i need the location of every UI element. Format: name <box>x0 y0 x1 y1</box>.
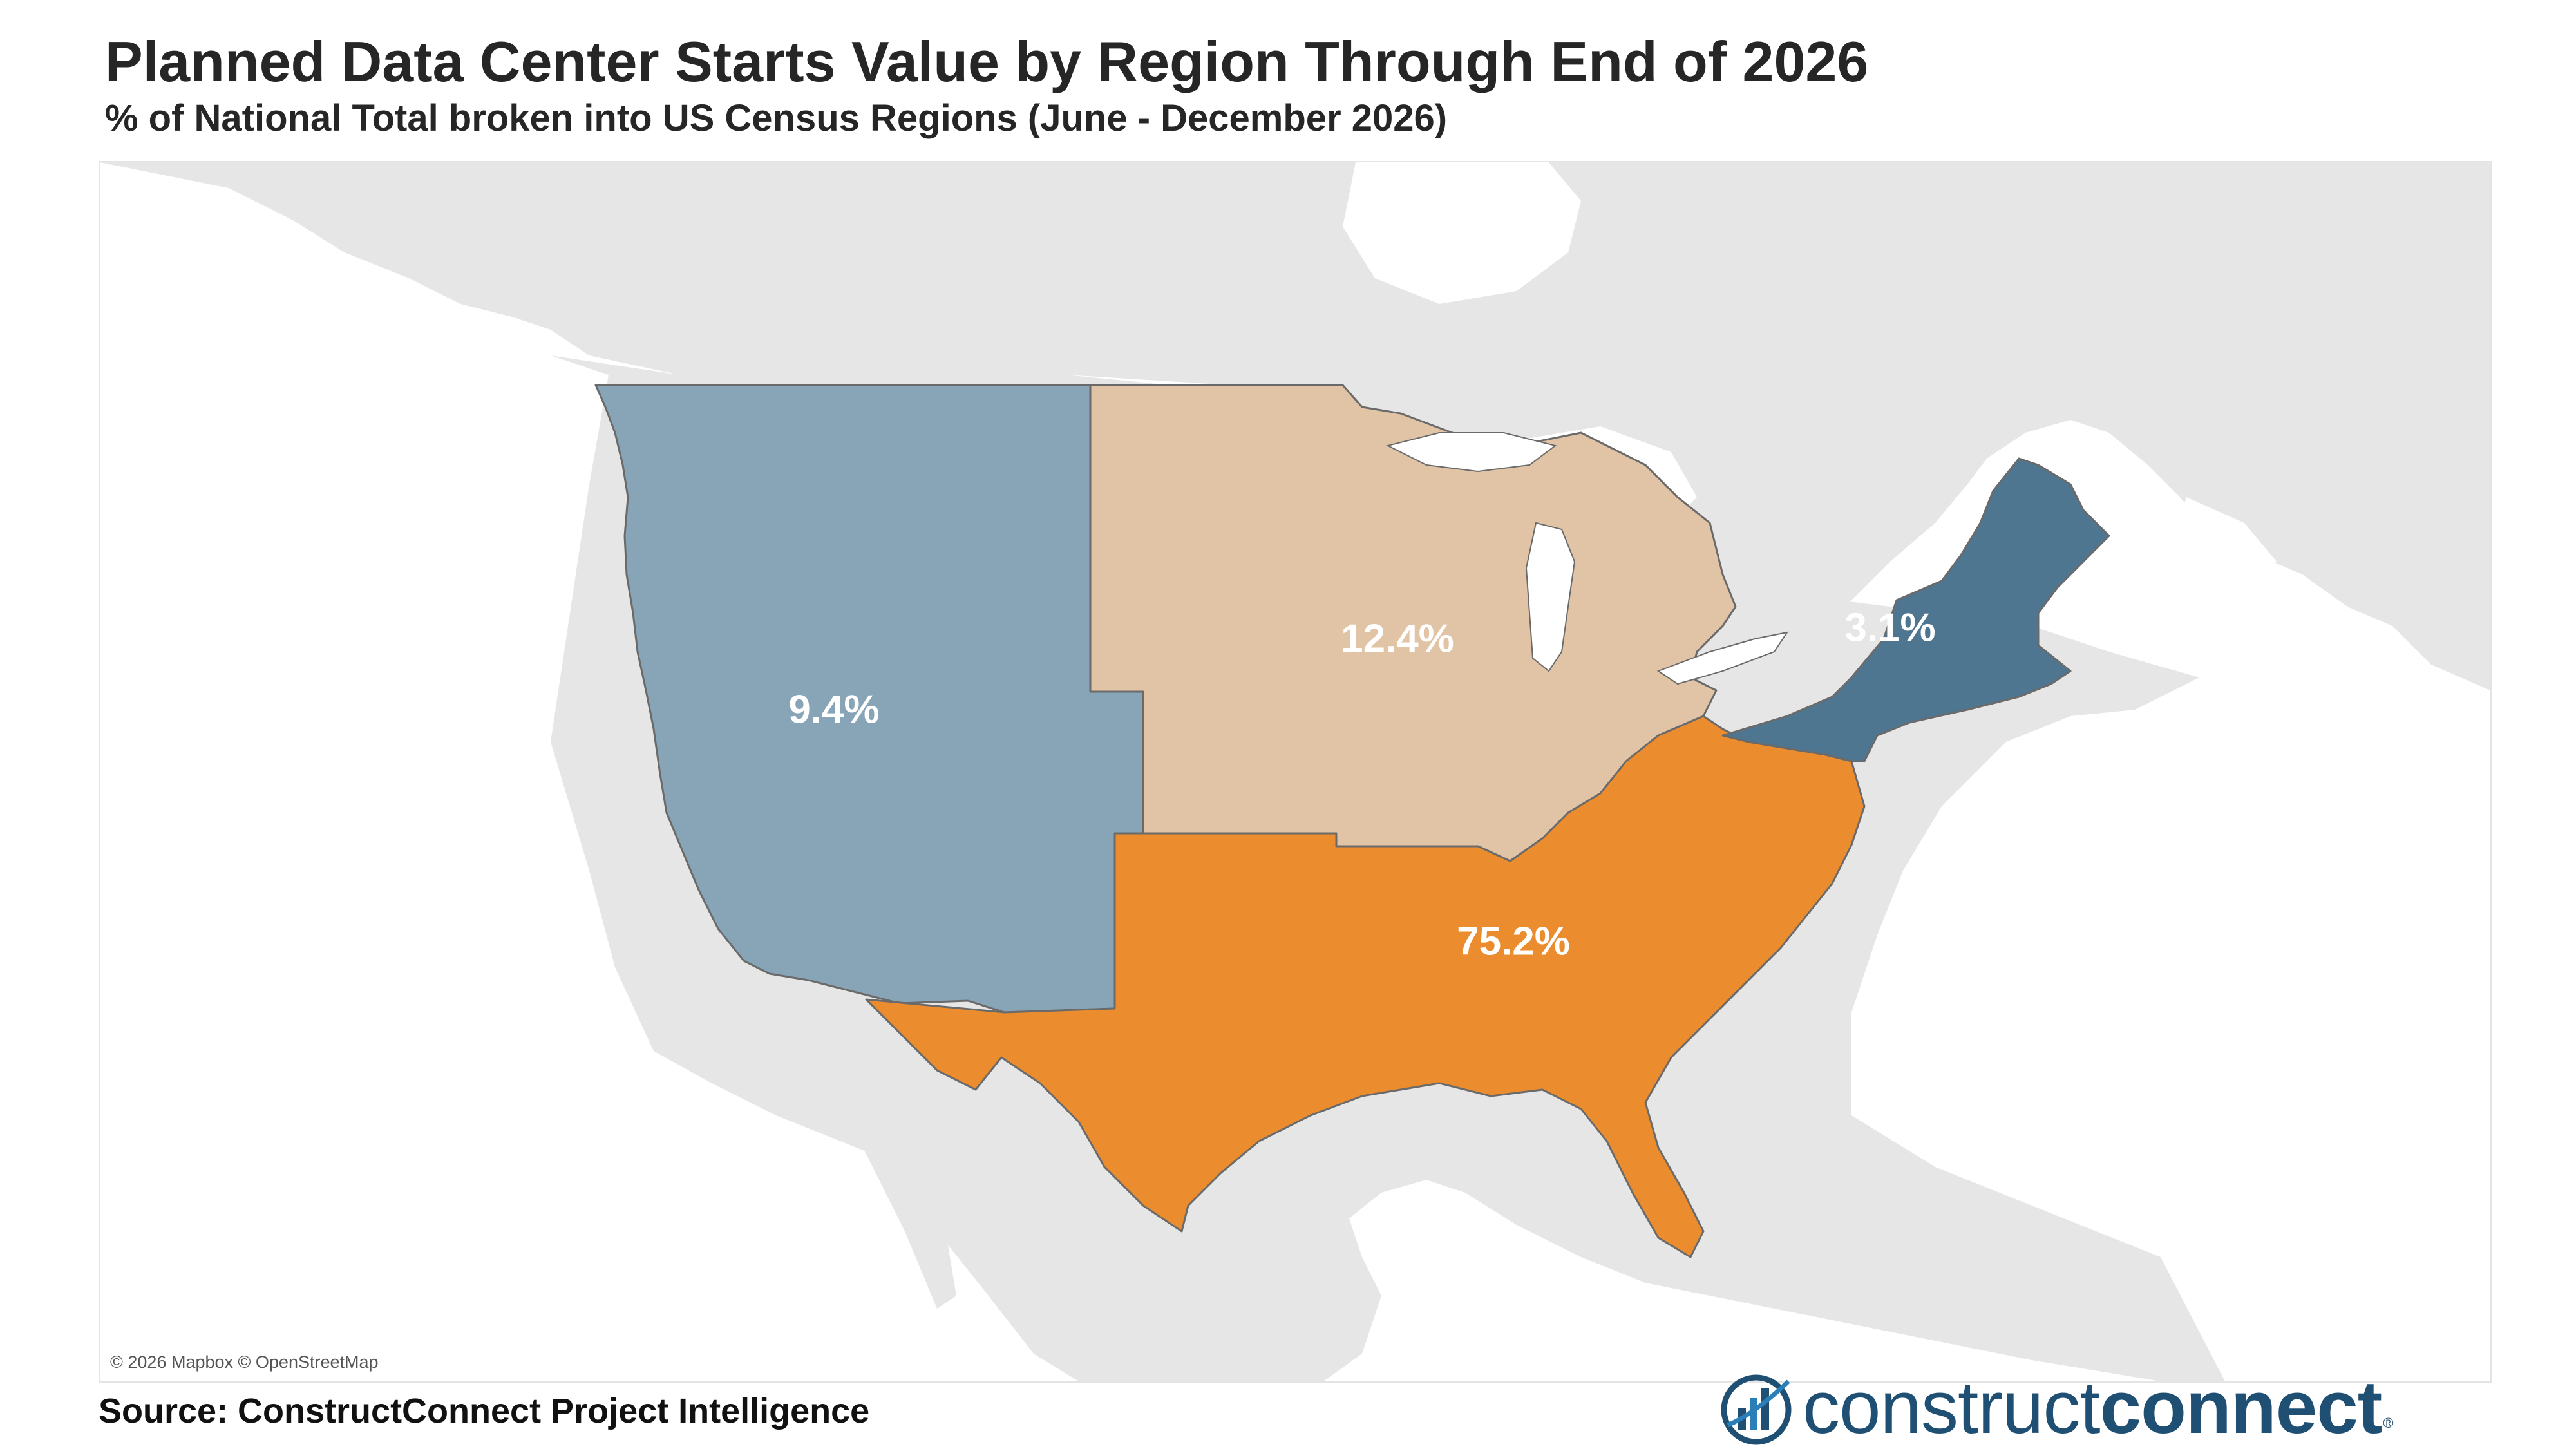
label-midwest: 12.4% <box>1341 616 1454 661</box>
logo-mark-icon <box>1721 1374 1792 1445</box>
lake-michigan <box>1525 522 1576 672</box>
label-northeast: 3.1% <box>1844 605 1936 650</box>
logo-word-light: construct <box>1803 1365 2101 1449</box>
basemap-greenland <box>2322 162 2490 304</box>
label-south: 75.2% <box>1457 919 1570 964</box>
basemap-cuba <box>1697 1225 1967 1309</box>
map-canvas[interactable]: 9.4% 12.4% 75.2% 3.1% © 2026 Mapbox © Op… <box>99 161 2492 1383</box>
basemap-canada <box>100 162 2490 690</box>
census-regions <box>594 384 2110 1258</box>
basemap-gulf-st-lawrence <box>2174 497 2277 587</box>
basemap-hispaniola <box>2032 1302 2135 1334</box>
region-northeast[interactable] <box>1721 457 2110 762</box>
logo-wordmark: constructconnect <box>1803 1370 2382 1444</box>
constructconnect-logo: constructconnect ® <box>1716 1368 2394 1446</box>
map-svg <box>100 162 2490 1381</box>
chart-subtitle: % of National Total broken into US Censu… <box>105 97 1448 139</box>
chart-title: Planned Data Center Starts Value by Regi… <box>105 30 1869 93</box>
logo-word-bold: connect <box>2099 1365 2383 1449</box>
source-note: Source: ConstructConnect Project Intelli… <box>99 1392 870 1430</box>
lake-superior <box>1386 432 1557 473</box>
region-south[interactable] <box>865 715 1866 1258</box>
logo-registered: ® <box>2383 1415 2394 1431</box>
lake-erie <box>1656 631 1789 685</box>
label-west: 9.4% <box>788 687 880 732</box>
basemap-baja <box>802 967 956 1309</box>
basemap-hudson-bay <box>1343 162 1581 304</box>
map-attribution[interactable]: © 2026 Mapbox © OpenStreetMap <box>110 1352 379 1372</box>
